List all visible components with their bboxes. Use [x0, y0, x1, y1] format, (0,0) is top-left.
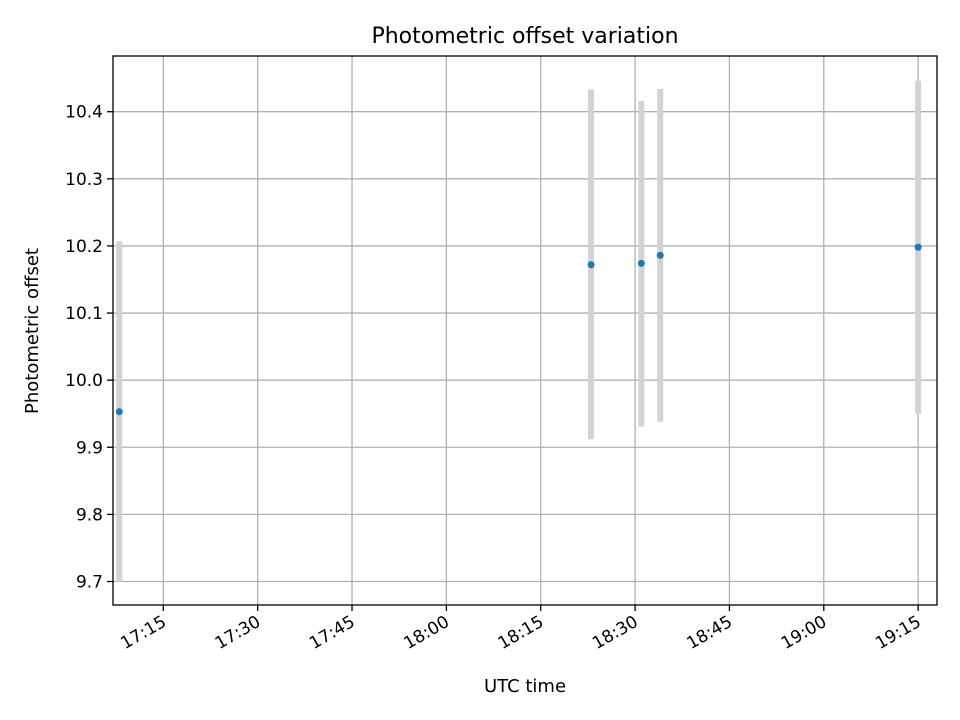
x-tick-label: 19:00 — [778, 612, 830, 654]
data-point — [115, 408, 123, 416]
plot-frame — [112, 55, 938, 606]
x-tick-label: 18:00 — [400, 612, 452, 654]
data-point — [587, 261, 595, 269]
x-tick-label: 18:15 — [495, 612, 547, 654]
x-axis: 17:15 17:30 17:45 18:00 18:15 18:30 18:45 19:00… — [117, 605, 925, 654]
data-point — [637, 259, 645, 267]
y-tick-label: 9.8 — [76, 505, 103, 525]
y-axis: 9.7 9.8 9.9 10.0 10.1 10.2 10.3 10.4 — [65, 103, 113, 593]
y-tick-label: 10.2 — [65, 237, 103, 257]
grid — [113, 56, 937, 605]
y-tick-label: 9.7 — [76, 573, 103, 593]
y-tick-label: 10.0 — [65, 371, 103, 391]
y-tick-label: 10.3 — [65, 170, 103, 190]
x-tick-label: 17:45 — [306, 612, 358, 654]
x-tick-label: 19:15 — [872, 612, 924, 654]
data-point — [914, 243, 922, 251]
y-tick-label: 10.4 — [65, 103, 103, 123]
chart-title: Photometric offset variation — [371, 24, 678, 49]
x-tick-label: 18:30 — [589, 612, 641, 654]
error-bars — [116, 80, 922, 582]
y-tick-label: 9.9 — [76, 438, 103, 458]
y-tick-label: 10.1 — [65, 304, 103, 324]
x-tick-label: 17:15 — [117, 612, 169, 654]
x-tick-label: 17:30 — [212, 612, 264, 654]
data-points — [115, 243, 922, 416]
x-tick-label: 18:45 — [683, 612, 735, 654]
data-point — [656, 251, 664, 259]
x-axis-label: UTC time — [484, 676, 566, 697]
y-axis-label: Photometric offset — [22, 248, 43, 414]
